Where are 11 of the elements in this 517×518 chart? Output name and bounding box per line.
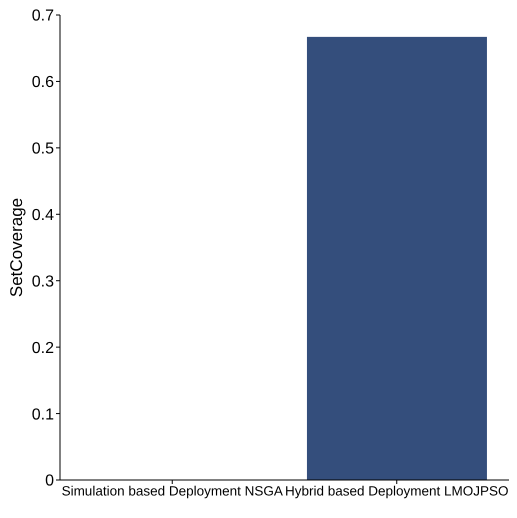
x-tick-label: Hybrid based Deployment LMOJPSO [284, 484, 509, 499]
x-tick-label: Simulation based Deployment NSGA [62, 484, 283, 499]
y-tick-label: 0.2 [32, 340, 54, 357]
y-tick-label: 0.1 [32, 406, 54, 424]
y-tick-label: 0.6 [32, 74, 54, 92]
y-tick-label: 0.4 [32, 206, 54, 224]
y-tick-label: 0.7 [32, 8, 54, 25]
y-tick-label: 0 [45, 472, 54, 490]
y-tick-label: 0.5 [32, 140, 54, 158]
y-axis-title: SetCoverage [7, 198, 26, 298]
y-tick-label: 0.3 [32, 273, 54, 290]
